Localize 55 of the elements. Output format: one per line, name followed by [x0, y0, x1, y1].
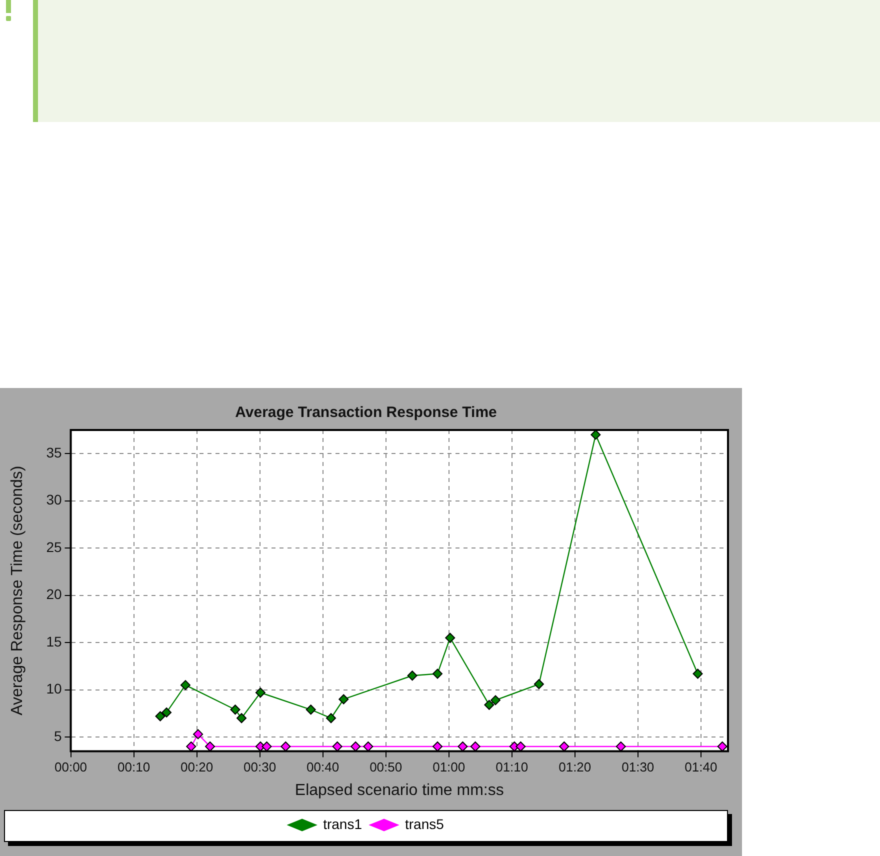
x-tick-label: 01:40	[684, 760, 718, 775]
point	[332, 741, 342, 752]
point	[162, 707, 172, 718]
point	[590, 430, 601, 440]
y-tick-label: 25	[46, 538, 62, 555]
y-tick-label: 15	[46, 633, 62, 650]
point	[306, 704, 316, 715]
point	[280, 741, 291, 752]
point	[338, 694, 349, 704]
point	[458, 741, 468, 752]
point	[490, 695, 500, 706]
y-tick-label: 35	[46, 444, 62, 460]
point	[180, 680, 190, 690]
legend-label: trans5	[405, 816, 444, 832]
chart-title: Average Transaction Response Time	[235, 404, 497, 422]
point	[559, 741, 570, 752]
point	[692, 668, 703, 679]
y-tick-label: 30	[46, 492, 62, 508]
x-tick-label: 01:30	[622, 760, 654, 775]
point	[470, 741, 480, 752]
x-axis-title: Elapsed scenario time mm:ss	[294, 782, 504, 799]
x-tick-label: 00:20	[180, 760, 214, 775]
x-tick-label: 01:20	[558, 760, 592, 775]
y-tick-label: 10	[46, 680, 62, 697]
point	[262, 741, 272, 752]
point	[326, 713, 336, 724]
x-tick-label: 01:00	[432, 760, 466, 775]
y-tick-label: 20	[46, 586, 62, 602]
point	[186, 741, 196, 752]
point	[616, 741, 626, 752]
point	[363, 741, 374, 752]
point	[236, 713, 247, 724]
x-tick-label: 00:10	[118, 760, 150, 775]
point	[432, 668, 443, 679]
x-tick-label: 00:30	[244, 760, 276, 775]
point	[230, 704, 240, 715]
point	[155, 711, 166, 722]
point	[484, 700, 494, 710]
y-axis-title: Average Response Time (seconds)	[9, 466, 26, 716]
point	[717, 741, 728, 752]
y-tick-label: 5	[54, 728, 62, 744]
legend-label: trans1	[323, 816, 362, 832]
x-tick-label: 00:50	[370, 760, 402, 775]
point	[255, 688, 266, 698]
x-tick-label: 00:40	[306, 760, 340, 775]
x-tick-label: 00:00	[54, 760, 88, 775]
point	[534, 679, 544, 690]
x-tick-label: 01:10	[496, 760, 528, 775]
point	[193, 729, 204, 740]
point	[445, 632, 456, 643]
point	[432, 741, 443, 752]
point	[205, 741, 216, 752]
point	[407, 670, 418, 681]
point	[350, 741, 361, 752]
point	[516, 741, 526, 752]
